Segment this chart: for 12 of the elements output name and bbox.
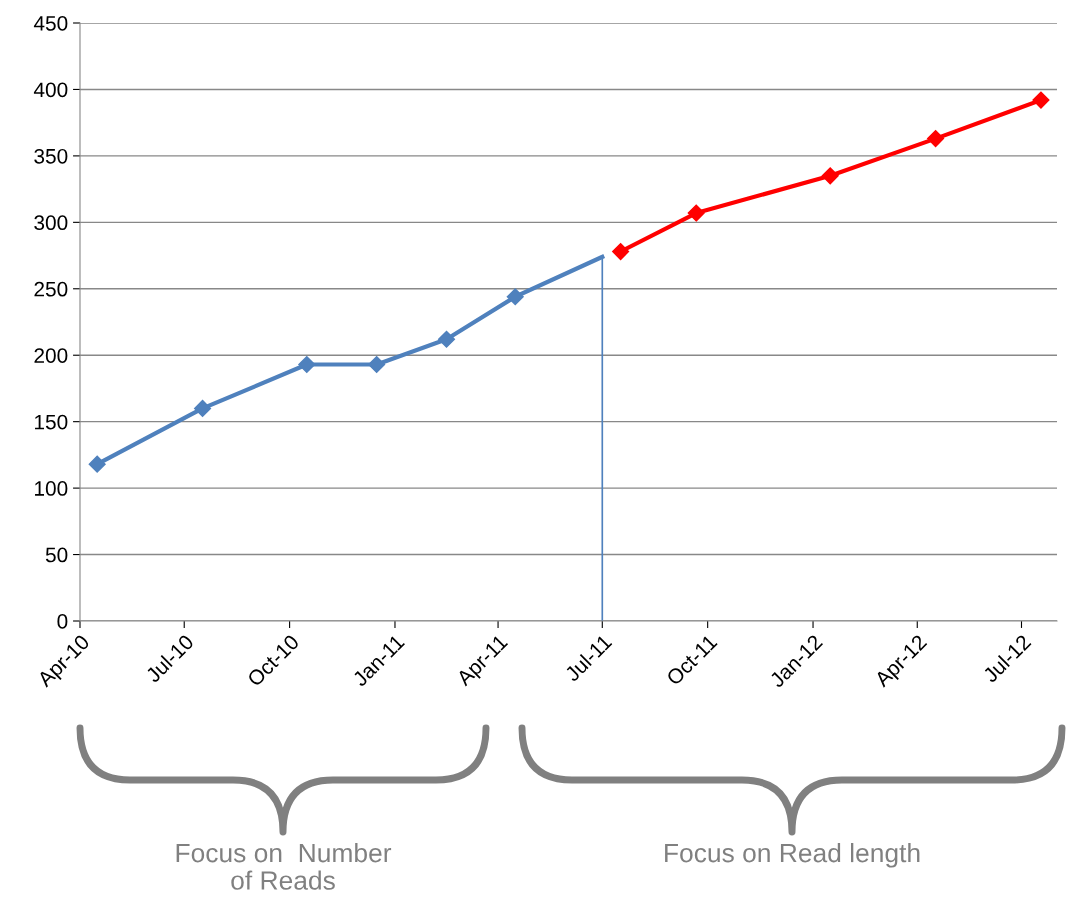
y-tick-label: 350: [34, 148, 68, 164]
y-tick-label: 100: [35, 481, 68, 496]
y-tick-label: 200: [34, 348, 68, 363]
text: Focus on Number of Reads: [176, 843, 392, 890]
text: Focus on Read length: [665, 843, 920, 868]
y-tick-label: 250: [34, 281, 68, 297]
y-tick-label: 0: [57, 614, 68, 629]
y-tick-label: 400: [33, 82, 68, 98]
y-tick-label: 50: [45, 547, 68, 563]
y-tick-label: 450: [33, 16, 68, 31]
y-tick-label: 150: [35, 414, 68, 430]
y-tick-label: 300: [34, 215, 68, 231]
